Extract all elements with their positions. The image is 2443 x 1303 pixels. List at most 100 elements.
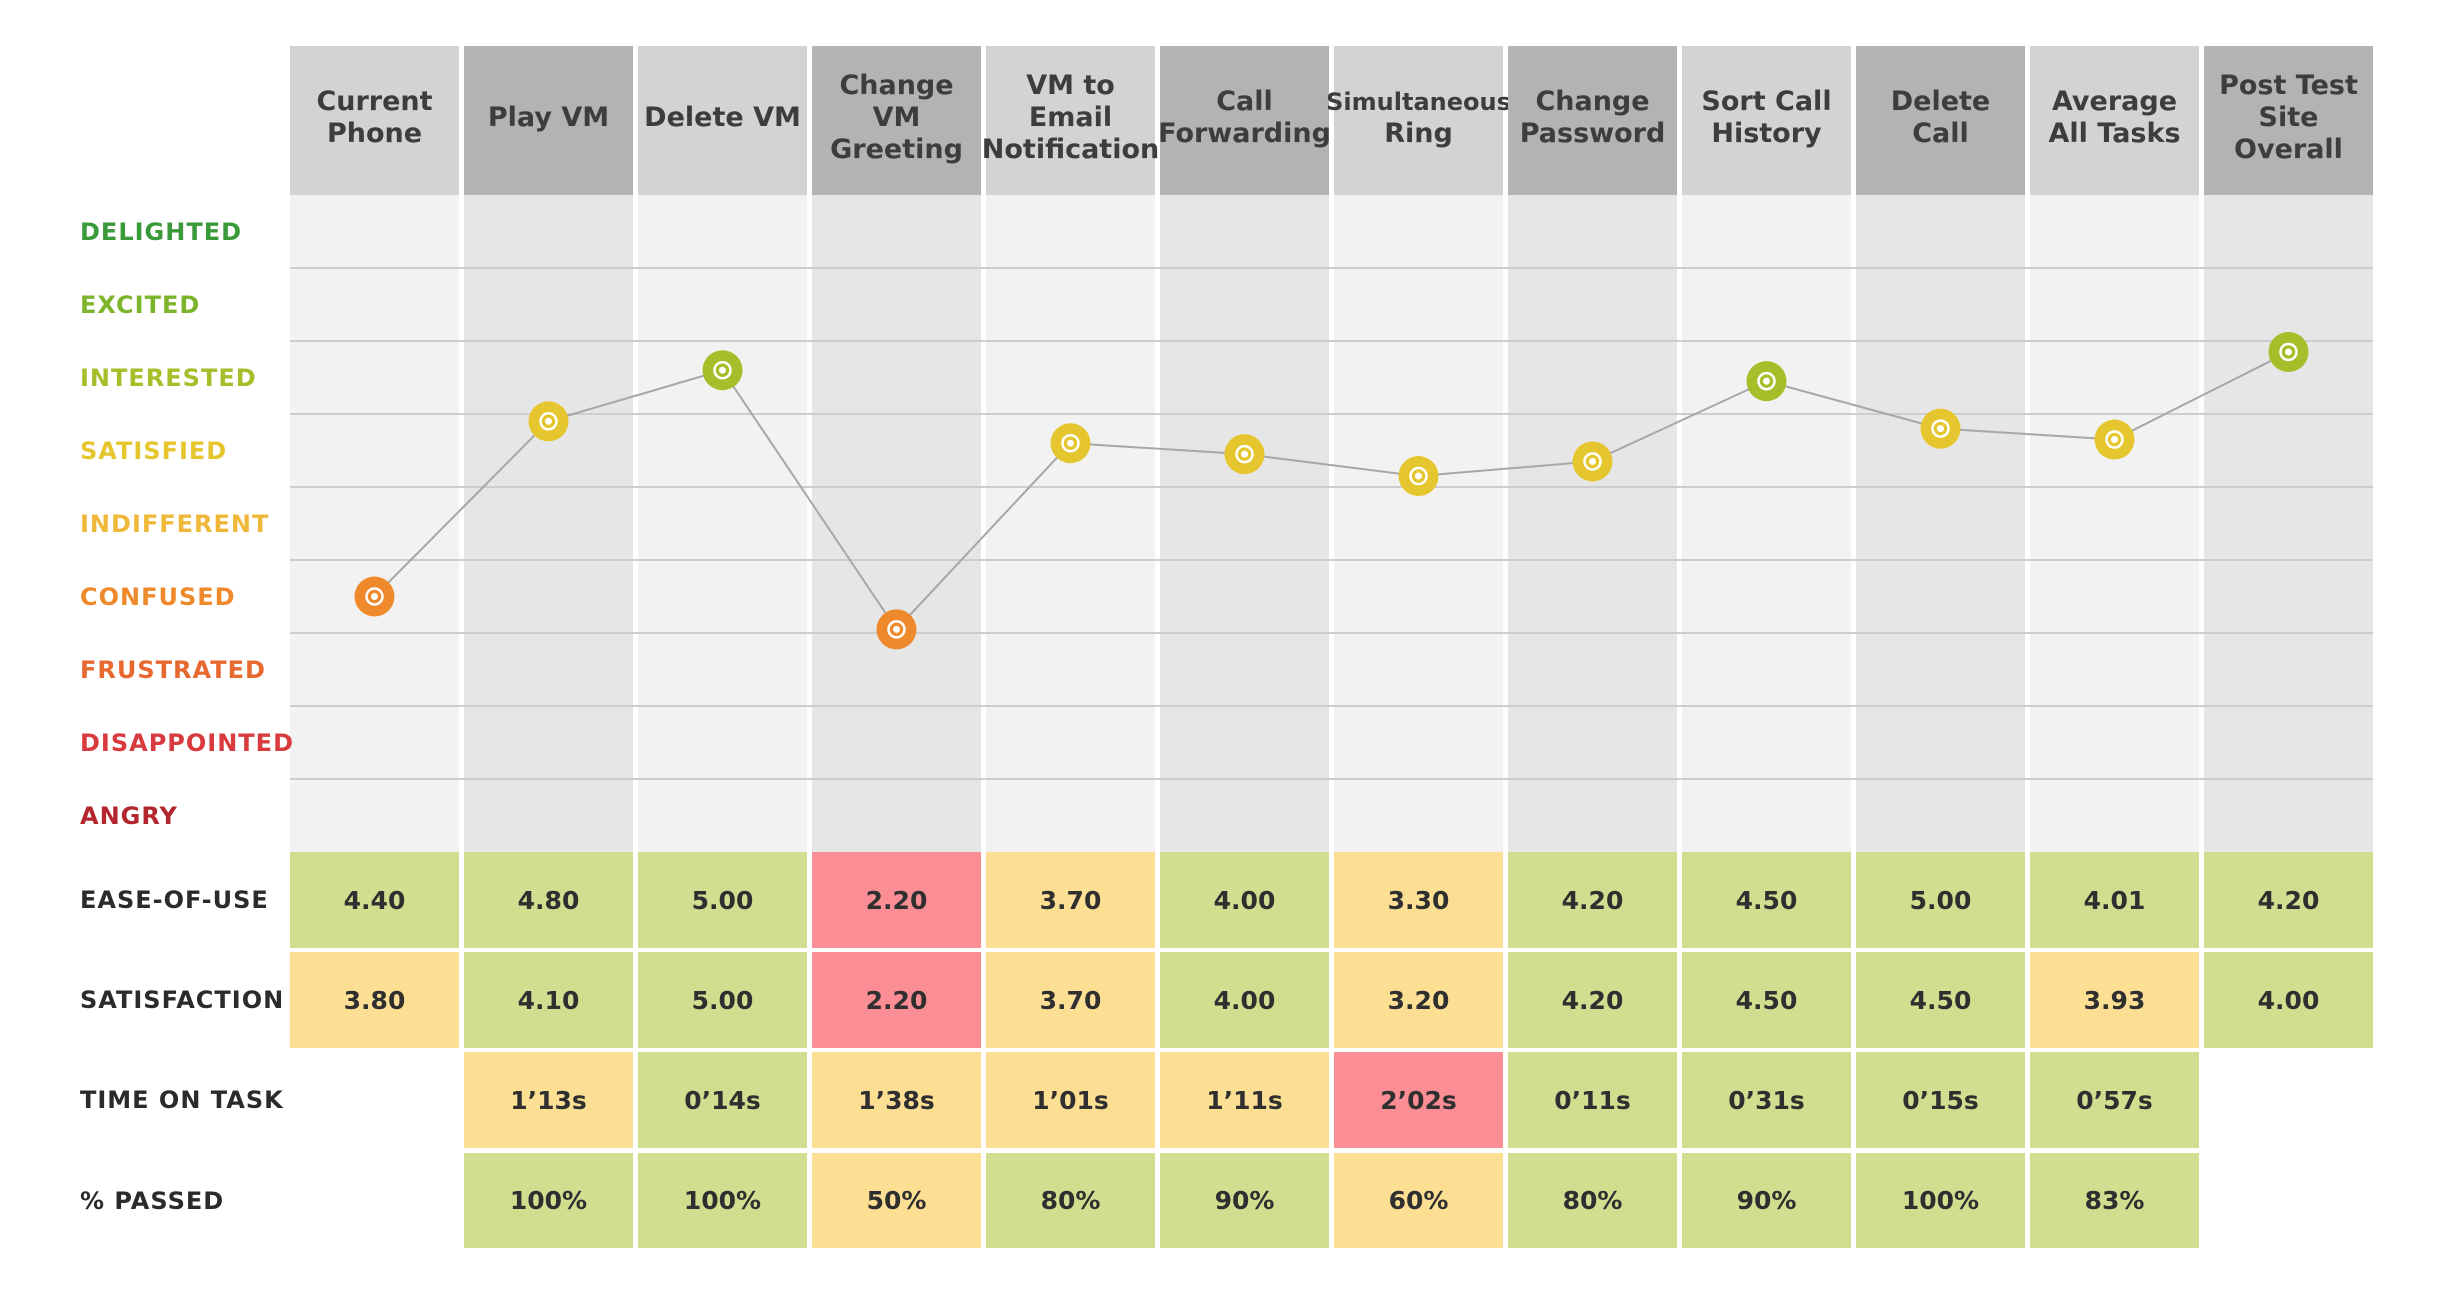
column-header-line2: Password xyxy=(1519,117,1666,149)
column-header: Change Password xyxy=(1508,46,1677,195)
column-header-line1: Sort Call xyxy=(1701,85,1832,117)
metric-cell-satisfaction: 3.80 xyxy=(290,952,459,1048)
metric-cell-time: 0’14s xyxy=(638,1052,807,1148)
metric-cell-ease: 3.30 xyxy=(1334,852,1503,948)
metric-cell-satisfaction: 4.50 xyxy=(1856,952,2025,1048)
mood-point xyxy=(2268,331,2309,372)
metric-cell-ease: 3.70 xyxy=(986,852,1155,948)
metric-cell-passed: 100% xyxy=(464,1153,633,1248)
metric-cell-satisfaction: 4.00 xyxy=(1160,952,1329,1048)
mood-point xyxy=(1398,456,1439,497)
mood-label-delighted: DELIGHTED xyxy=(80,217,243,246)
mood-point xyxy=(1224,434,1265,475)
column-header-line1: Current xyxy=(316,85,433,117)
metric-cell-time: 0’11s xyxy=(1508,1052,1677,1148)
column-header: Simultaneous Ring xyxy=(1326,46,1511,195)
mood-point xyxy=(2094,419,2135,460)
column-header-line2: Forwarding xyxy=(1158,117,1331,149)
metric-cell-satisfaction: 4.50 xyxy=(1682,952,1851,1048)
column-header: Delete VM xyxy=(638,46,807,195)
column-header-line2: History xyxy=(1711,117,1822,149)
metric-cell-passed: 83% xyxy=(2030,1153,2199,1248)
metric-cell-time: 0’15s xyxy=(1856,1052,2025,1148)
mood-gridline xyxy=(290,486,2373,488)
metric-cell-satisfaction: 3.20 xyxy=(1334,952,1503,1048)
metric-cell-time: 1’11s xyxy=(1160,1052,1329,1148)
column-header-line1: Call xyxy=(1216,85,1273,117)
column-header-line2: Phone xyxy=(326,117,423,149)
mood-point xyxy=(1746,361,1787,402)
column-header-line2: Ring xyxy=(1384,117,1453,149)
metric-cell-satisfaction: 2.20 xyxy=(812,952,981,1048)
metric-cell-ease: 5.00 xyxy=(638,852,807,948)
mood-gridline xyxy=(290,632,2373,634)
metric-cell-passed: 80% xyxy=(1508,1153,1677,1248)
column-header-line1: Play VM xyxy=(487,101,610,133)
metric-cell-ease: 2.20 xyxy=(812,852,981,948)
metric-cell-time: 1’38s xyxy=(812,1052,981,1148)
metric-cell-satisfaction: 3.93 xyxy=(2030,952,2199,1048)
metric-cell-time: 0’57s xyxy=(2030,1052,2199,1148)
metric-cell-ease: 5.00 xyxy=(1856,852,2025,948)
metric-cell-ease: 4.50 xyxy=(1682,852,1851,948)
column-header-line1: Post Test xyxy=(2219,69,2358,101)
metric-cell-time: 0’31s xyxy=(1682,1052,1851,1148)
metric-label-satisfaction: SATISFACTION xyxy=(80,986,285,1014)
metric-cell-ease: 4.20 xyxy=(1508,852,1677,948)
column-header: Play VM xyxy=(464,46,633,195)
mood-label-excited: EXCITED xyxy=(80,290,201,319)
metric-cell-time: 2’02s xyxy=(1334,1052,1503,1148)
mood-label-indifferent: INDIFFERENT xyxy=(80,509,270,538)
metric-cell-time: 1’13s xyxy=(464,1052,633,1148)
column-header-line2: Site Overall xyxy=(2234,101,2343,165)
metric-cell-passed: 60% xyxy=(1334,1153,1503,1248)
metric-cell-passed: 80% xyxy=(986,1153,1155,1248)
metric-cell-satisfaction: 4.00 xyxy=(2204,952,2373,1048)
metric-label-ease: EASE-OF-USE xyxy=(80,886,269,914)
mood-gridline xyxy=(290,778,2373,780)
mood-point xyxy=(702,350,743,391)
mood-point xyxy=(528,401,569,442)
column-header-line1: Delete xyxy=(1890,85,1991,117)
metric-label-passed: % PASSED xyxy=(80,1186,225,1215)
mood-series-line xyxy=(373,351,2289,631)
metric-cell-ease: 4.40 xyxy=(290,852,459,948)
mood-label-confused: CONFUSED xyxy=(80,582,236,611)
column-header: Post Test Site Overall xyxy=(2204,46,2373,195)
column-header-line2: Greeting xyxy=(830,133,963,165)
column-header: Call Forwarding xyxy=(1158,46,1331,195)
mood-label-interested: INTERESTED xyxy=(80,363,257,392)
column-header-line1: Delete VM xyxy=(644,101,801,133)
mood-label-angry: ANGRY xyxy=(80,801,178,830)
metric-cell-time: 1’01s xyxy=(986,1052,1155,1148)
metric-cell-satisfaction: 4.20 xyxy=(1508,952,1677,1048)
metric-label-time: TIME ON TASK xyxy=(80,1086,284,1114)
column-header-line1: Average xyxy=(2051,85,2178,117)
mood-gridline xyxy=(290,340,2373,342)
metric-cell-passed: 100% xyxy=(638,1153,807,1248)
column-header: VM to Email Notification xyxy=(982,46,1159,195)
column-header: Average All Tasks xyxy=(2030,46,2199,195)
column-header-line2: All Tasks xyxy=(2048,117,2181,149)
column-header: Current Phone xyxy=(290,46,459,195)
column-header-line1: Simultaneous xyxy=(1326,87,1511,116)
metric-cell-satisfaction: 3.70 xyxy=(986,952,1155,1048)
column-header: Change VM Greeting xyxy=(812,46,981,195)
metric-cell-passed: 100% xyxy=(1856,1153,2025,1248)
metric-cell-ease: 4.00 xyxy=(1160,852,1329,948)
metric-cell-satisfaction: 4.10 xyxy=(464,952,633,1048)
column-header-line2: Call xyxy=(1912,117,1969,149)
column-header: Sort Call History xyxy=(1682,46,1851,195)
metric-cell-passed: 90% xyxy=(1160,1153,1329,1248)
metric-cell-ease: 4.80 xyxy=(464,852,633,948)
mood-label-frustrated: FRUSTRATED xyxy=(80,655,266,684)
mood-gridline xyxy=(290,559,2373,561)
metric-cell-ease: 4.01 xyxy=(2030,852,2199,948)
mood-gridline xyxy=(290,705,2373,707)
mood-point xyxy=(1572,441,1613,482)
mood-label-disappointed: DISAPPOINTED xyxy=(80,728,294,757)
mood-gridline xyxy=(290,267,2373,269)
column-header-line2: Notification xyxy=(981,133,1160,165)
column-header-line1: Change xyxy=(1535,85,1650,117)
